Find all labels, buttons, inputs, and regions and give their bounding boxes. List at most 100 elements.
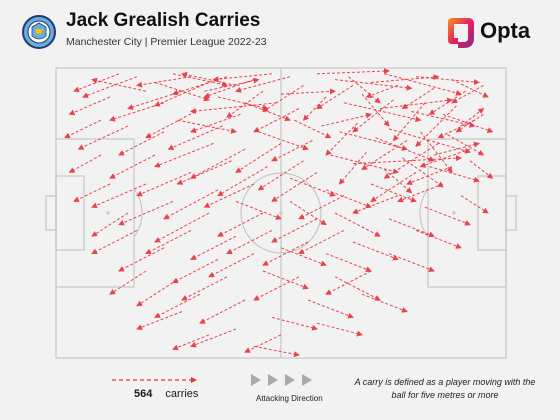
carry-arrow [91, 212, 129, 237]
direction-arrow-icon [285, 374, 295, 386]
carry-arrow [73, 73, 120, 93]
carry-arrow [428, 90, 466, 115]
carry-arrow [271, 316, 318, 331]
carry-arrow [127, 90, 183, 110]
carry-arrow [217, 96, 269, 111]
carry-arrow [154, 212, 210, 243]
carry-arrow [181, 276, 228, 301]
carry-arrow [447, 134, 485, 156]
carry-arrow [334, 212, 381, 237]
carry-arrow [145, 229, 192, 255]
attacking-direction-arrows [251, 374, 312, 386]
centre-spot [279, 211, 283, 215]
carry-arrow [77, 125, 129, 150]
carry-arrow [262, 84, 304, 113]
carry-arrow [316, 322, 363, 337]
carry-arrow [190, 102, 277, 114]
carry-arrow [109, 102, 165, 122]
carry-arrow [411, 111, 476, 128]
carry-arrow [420, 131, 453, 174]
carry-arrow [190, 148, 246, 179]
carry-arrow [429, 166, 480, 183]
carry-arrow [204, 77, 260, 92]
carry-arrow [370, 171, 417, 202]
carry-arrow [455, 113, 484, 133]
carry-arrow [226, 90, 264, 118]
carry-arrow [217, 212, 264, 237]
carry-arrow [235, 200, 282, 220]
carry-arrow [109, 270, 147, 295]
carry-arrow [294, 119, 332, 139]
carry-arrow [118, 131, 165, 156]
carry-arrow [167, 125, 223, 150]
carry-arrow [172, 73, 228, 88]
carry-arrow [338, 151, 367, 185]
carry-arrow [226, 229, 273, 255]
chart-subtitle: Manchester City | Premier League 2022-23 [66, 36, 267, 48]
carry-arrow [321, 112, 372, 127]
carry-arrow [384, 73, 462, 96]
carry-arrow [388, 253, 435, 272]
carries-label: carries [165, 388, 199, 400]
carry-arrow [437, 119, 475, 139]
carry-arrow [280, 88, 336, 95]
carry-arrow [271, 140, 313, 162]
carry-arrow [262, 270, 309, 290]
carry-arrow [190, 113, 241, 133]
carry-arrow [361, 293, 408, 313]
centre-circle [240, 172, 322, 254]
carry-arrow [136, 311, 183, 330]
carry-arrow [91, 77, 147, 92]
carry-arrow [397, 183, 444, 203]
carry-arrow [154, 82, 210, 102]
carry-arrow [348, 76, 381, 104]
carry-arrow [68, 96, 111, 116]
carry-arrow [244, 334, 282, 353]
carry-arrow [325, 253, 372, 272]
left-goal [45, 195, 57, 231]
carry-arrow [415, 229, 462, 249]
carry-definition-note: A carry is defined as a player moving wi… [354, 377, 536, 400]
carry-arrow [406, 166, 453, 185]
left-penalty-spot [106, 211, 110, 215]
carry-arrow [253, 276, 300, 301]
carry-arrow [361, 93, 390, 127]
left-six-yard-box [55, 175, 85, 251]
carry-arrow [235, 142, 282, 173]
carry-arrow [383, 142, 439, 179]
carry-arrow [424, 206, 471, 226]
carry-arrow [91, 229, 138, 255]
carry-arrow [235, 76, 291, 93]
carry-arrow [460, 107, 485, 127]
carry-arrow [176, 160, 232, 185]
carry-arrow [136, 282, 174, 307]
carry-arrow [388, 218, 435, 238]
carry-arrow [289, 200, 327, 226]
carry-arrow [379, 97, 453, 110]
carry-arrow [316, 84, 354, 110]
carry-arrow [392, 102, 426, 142]
carry-arrow [190, 235, 237, 260]
carry-arrow [334, 276, 381, 301]
carry-arrow [199, 299, 246, 324]
left-penalty-area [55, 138, 135, 288]
carry-arrow [172, 258, 219, 284]
carry-arrow [352, 155, 462, 165]
carry-arrow [289, 177, 336, 197]
attacking-direction-label: Attacking Direction [256, 394, 323, 403]
carry-arrow [203, 183, 255, 208]
carry-arrow [258, 131, 309, 151]
carry-arrow [190, 328, 237, 348]
carry-arrow [280, 247, 327, 267]
carry-arrow [451, 79, 489, 98]
carry-arrow [361, 140, 408, 171]
carry-arrow [136, 76, 192, 88]
carry-arrow [343, 102, 422, 123]
carry-arrow [118, 247, 165, 272]
left-penalty-arc [133, 188, 143, 238]
carry-arrow [375, 137, 435, 162]
carry-arrow [451, 84, 484, 104]
opta-wordmark: Opta [480, 18, 531, 43]
carry-arrow [154, 293, 201, 318]
